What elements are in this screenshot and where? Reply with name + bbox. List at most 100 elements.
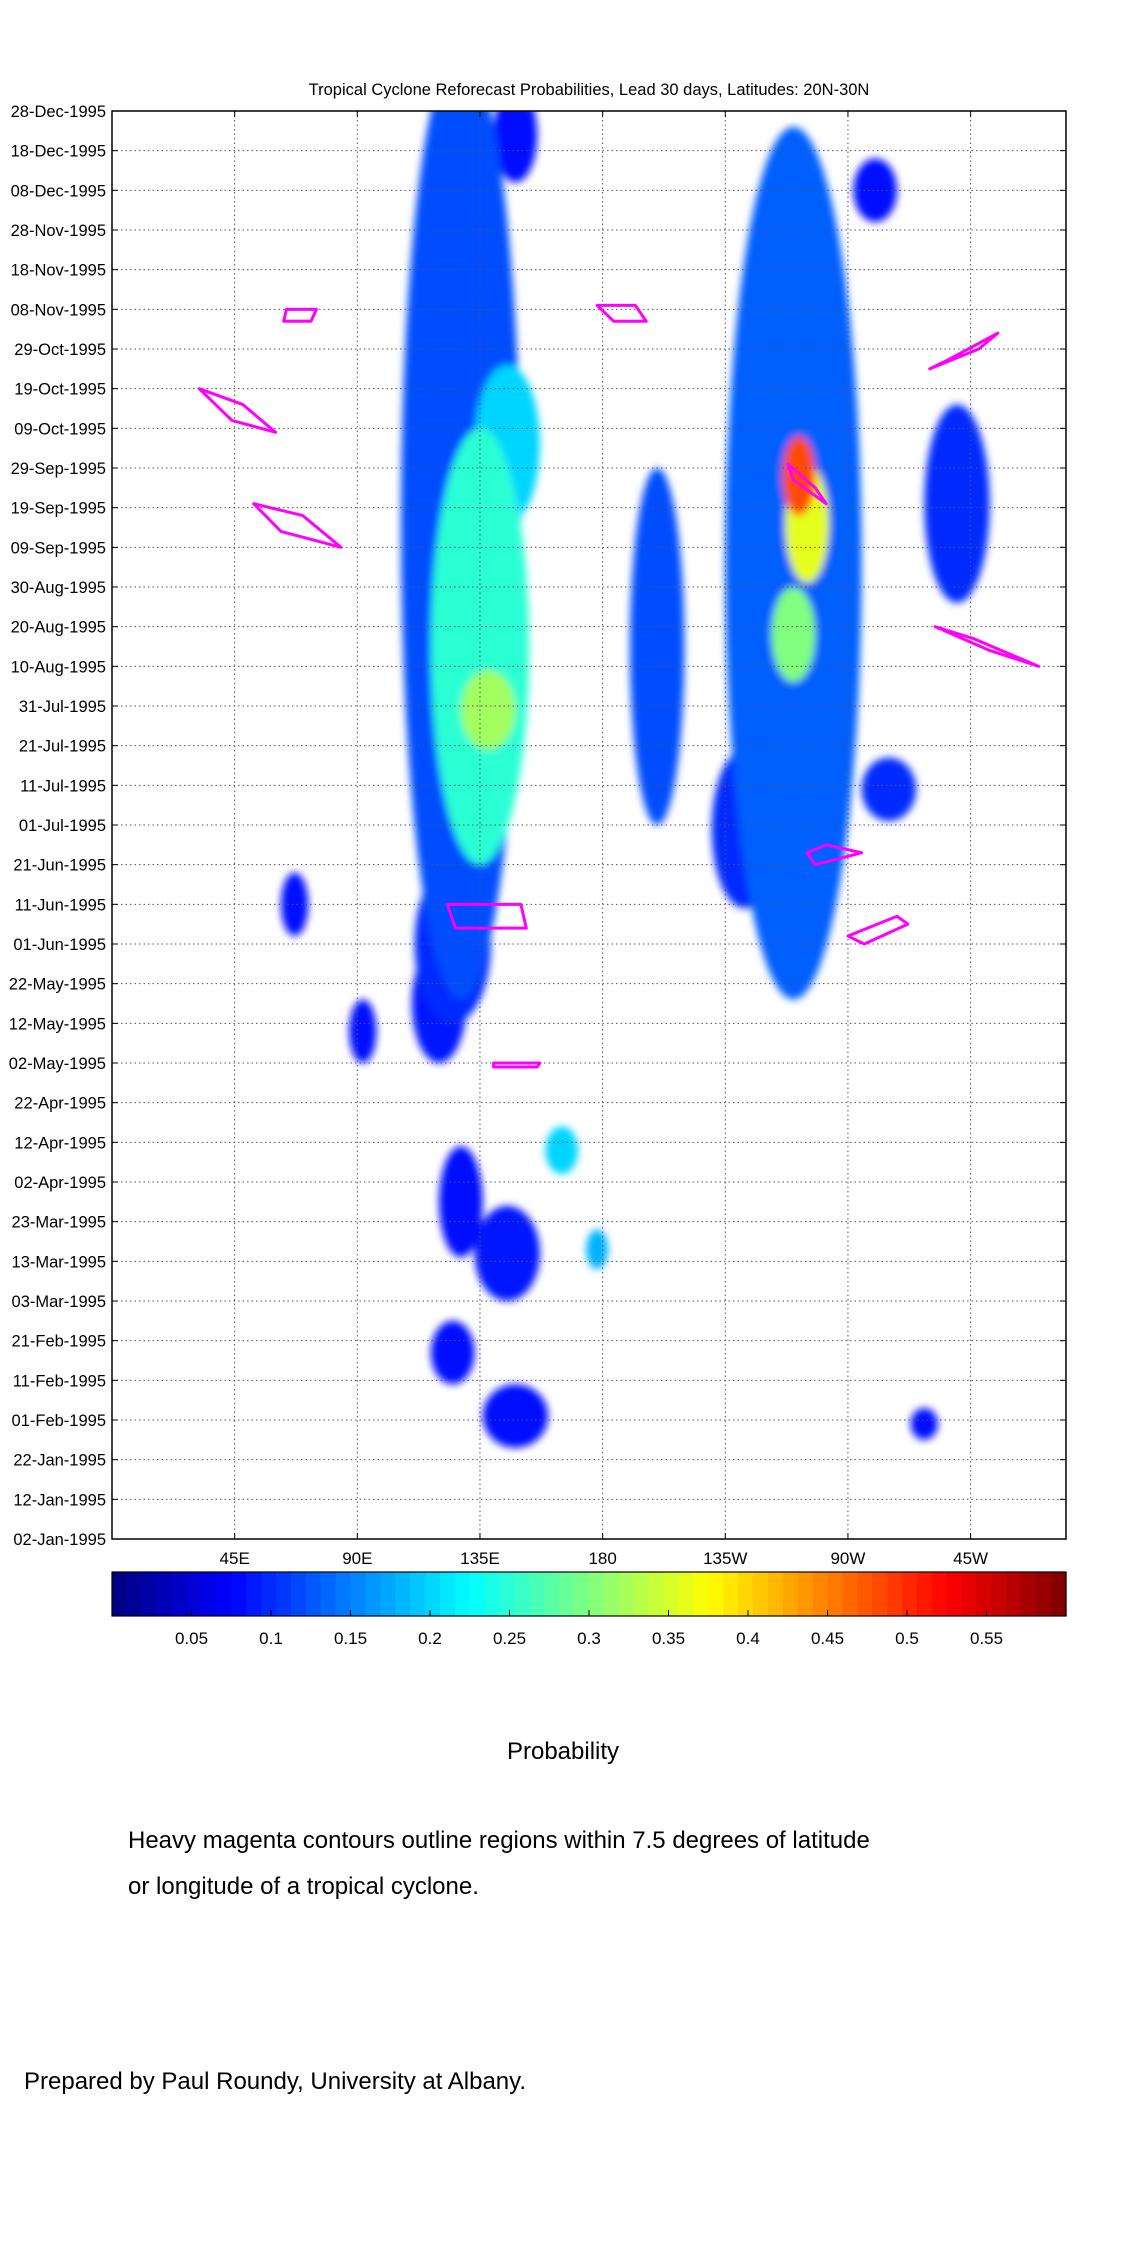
chart-figure: Tropical Cyclone Reforecast Probabilitie… xyxy=(9,81,1067,1648)
colorbar-segment xyxy=(589,1572,605,1616)
colorbar-segment xyxy=(335,1572,352,1616)
y-tick-label: 09-Oct-1995 xyxy=(14,420,106,438)
colorbar-segment xyxy=(261,1572,277,1616)
colorbar-segment xyxy=(663,1572,680,1616)
colorbar xyxy=(112,1572,1067,1616)
y-tick-label: 11-Feb-1995 xyxy=(13,1372,106,1390)
cyclone-contour xyxy=(846,914,910,946)
colorbar-segment xyxy=(529,1572,545,1616)
y-tick-label: 10-Aug-1995 xyxy=(11,658,106,676)
caption-line-2: or longitude of a tropical cyclone. xyxy=(128,1873,479,1900)
colorbar-segment xyxy=(156,1572,173,1616)
colorbar-segment xyxy=(275,1572,292,1616)
y-tick-label: 08-Nov-1995 xyxy=(11,301,106,319)
y-tick-label: 12-Apr-1995 xyxy=(14,1134,106,1152)
x-tick-label: 90E xyxy=(342,1549,372,1568)
y-tick-label: 01-Jun-1995 xyxy=(13,936,106,954)
probability-blob xyxy=(861,757,917,822)
probability-blob xyxy=(493,111,538,183)
colorbar-segment xyxy=(484,1572,501,1616)
colorbar-segment xyxy=(633,1572,650,1616)
colorbar-segment xyxy=(648,1572,665,1616)
probability-blob xyxy=(280,872,309,937)
colorbar-label: Probability xyxy=(506,1738,620,1765)
probability-blob xyxy=(782,436,816,516)
probability-blob xyxy=(771,587,816,683)
cyclone-contours xyxy=(197,303,1041,1069)
colorbar-segment xyxy=(976,1572,993,1616)
x-tick-label: 90W xyxy=(830,1549,865,1568)
y-tick-label: 03-Mar-1995 xyxy=(12,1293,106,1311)
cyclone-contour xyxy=(445,902,528,930)
colorbar-tick-label: 0.3 xyxy=(577,1629,601,1648)
y-tick-label: 29-Sep-1995 xyxy=(11,460,106,478)
colorbar-segment xyxy=(916,1572,933,1616)
colorbar-segment xyxy=(126,1572,143,1616)
cyclone-contour xyxy=(252,502,343,549)
colorbar-segment xyxy=(171,1572,188,1616)
grid-lines xyxy=(112,110,1066,1540)
colorbar-segment xyxy=(350,1572,367,1616)
cyclone-contour xyxy=(595,303,648,323)
colorbar-tick-label: 0.15 xyxy=(334,1629,367,1648)
colorbar-segment xyxy=(618,1572,635,1616)
x-tick-label: 45E xyxy=(220,1549,250,1568)
colorbar-segment xyxy=(991,1572,1007,1616)
colorbar-segment xyxy=(961,1572,978,1616)
colorbar-segment xyxy=(872,1572,888,1616)
y-tick-label: 08-Dec-1995 xyxy=(11,182,106,200)
cyclone-contour xyxy=(492,1061,542,1069)
y-tick-label: 21-Jun-1995 xyxy=(13,857,106,875)
colorbar-segment xyxy=(902,1572,918,1616)
y-tick-label: 02-Jan-1995 xyxy=(13,1531,106,1549)
colorbar-segment xyxy=(395,1572,411,1616)
colorbar-segment xyxy=(574,1572,590,1616)
y-tick-label: 29-Oct-1995 xyxy=(14,341,106,359)
colorbar-segment xyxy=(141,1572,158,1616)
colorbar-segment xyxy=(216,1572,232,1616)
colorbar-segment xyxy=(752,1572,769,1616)
colorbar-segment xyxy=(246,1572,262,1616)
colorbar-segment xyxy=(812,1572,829,1616)
colorbar-segment xyxy=(797,1572,814,1616)
x-tick-label: 180 xyxy=(588,1549,616,1568)
colorbar-tick-label: 0.2 xyxy=(418,1629,442,1648)
colorbar-segment xyxy=(693,1572,709,1616)
probability-blob xyxy=(910,1408,938,1440)
colorbar-segment xyxy=(946,1572,963,1616)
cyclone-contour xyxy=(805,843,864,867)
probability-blob xyxy=(924,404,990,603)
colorbar-segment xyxy=(1006,1572,1022,1616)
colorbar-tick-label: 0.45 xyxy=(811,1629,844,1648)
caption-line-1: Heavy magenta contours outline regions w… xyxy=(128,1827,870,1854)
probability-blob xyxy=(545,1126,579,1175)
colorbar-segment xyxy=(112,1572,128,1616)
colorbar-segment xyxy=(931,1572,948,1616)
y-tick-label: 22-Jan-1995 xyxy=(13,1452,106,1470)
colorbar-segment xyxy=(544,1572,560,1616)
colorbar-segment xyxy=(887,1572,903,1616)
y-tick-label: 11-Jun-1995 xyxy=(15,896,106,914)
y-tick-label: 31-Jul-1995 xyxy=(19,698,106,716)
x-tick-label: 135W xyxy=(703,1549,747,1568)
y-tick-label: 30-Aug-1995 xyxy=(11,579,106,597)
y-axis-ticks: 28-Dec-1995 18-Dec-1995 08-Dec-1995 28-Nov-… xyxy=(9,103,1066,1549)
y-tick-label: 18-Dec-1995 xyxy=(11,143,106,161)
x-tick-label: 135E xyxy=(460,1549,500,1568)
probability-blob xyxy=(482,1384,549,1448)
y-tick-label: 19-Sep-1995 xyxy=(11,500,106,518)
colorbar-tick-label: 0.05 xyxy=(175,1629,208,1648)
probability-blob xyxy=(629,468,685,825)
y-tick-label: 02-Apr-1995 xyxy=(14,1174,106,1192)
colorbar-segment xyxy=(320,1572,337,1616)
colorbar-ticks: 0.05 0.1 0.15 0.2 0.25 0.3 0.35 0.4 0.45 0.5 0.55 xyxy=(175,1610,1003,1648)
colorbar-segment xyxy=(723,1572,739,1616)
colorbar-segment xyxy=(425,1572,441,1616)
y-tick-label: 11-Jul-1995 xyxy=(20,777,106,795)
colorbar-segment xyxy=(827,1572,844,1616)
colorbar-segment xyxy=(857,1572,873,1616)
probability-blob xyxy=(853,158,898,223)
colorbar-segment xyxy=(380,1572,396,1616)
colorbar-segment xyxy=(603,1572,620,1616)
colorbar-segment xyxy=(842,1572,858,1616)
